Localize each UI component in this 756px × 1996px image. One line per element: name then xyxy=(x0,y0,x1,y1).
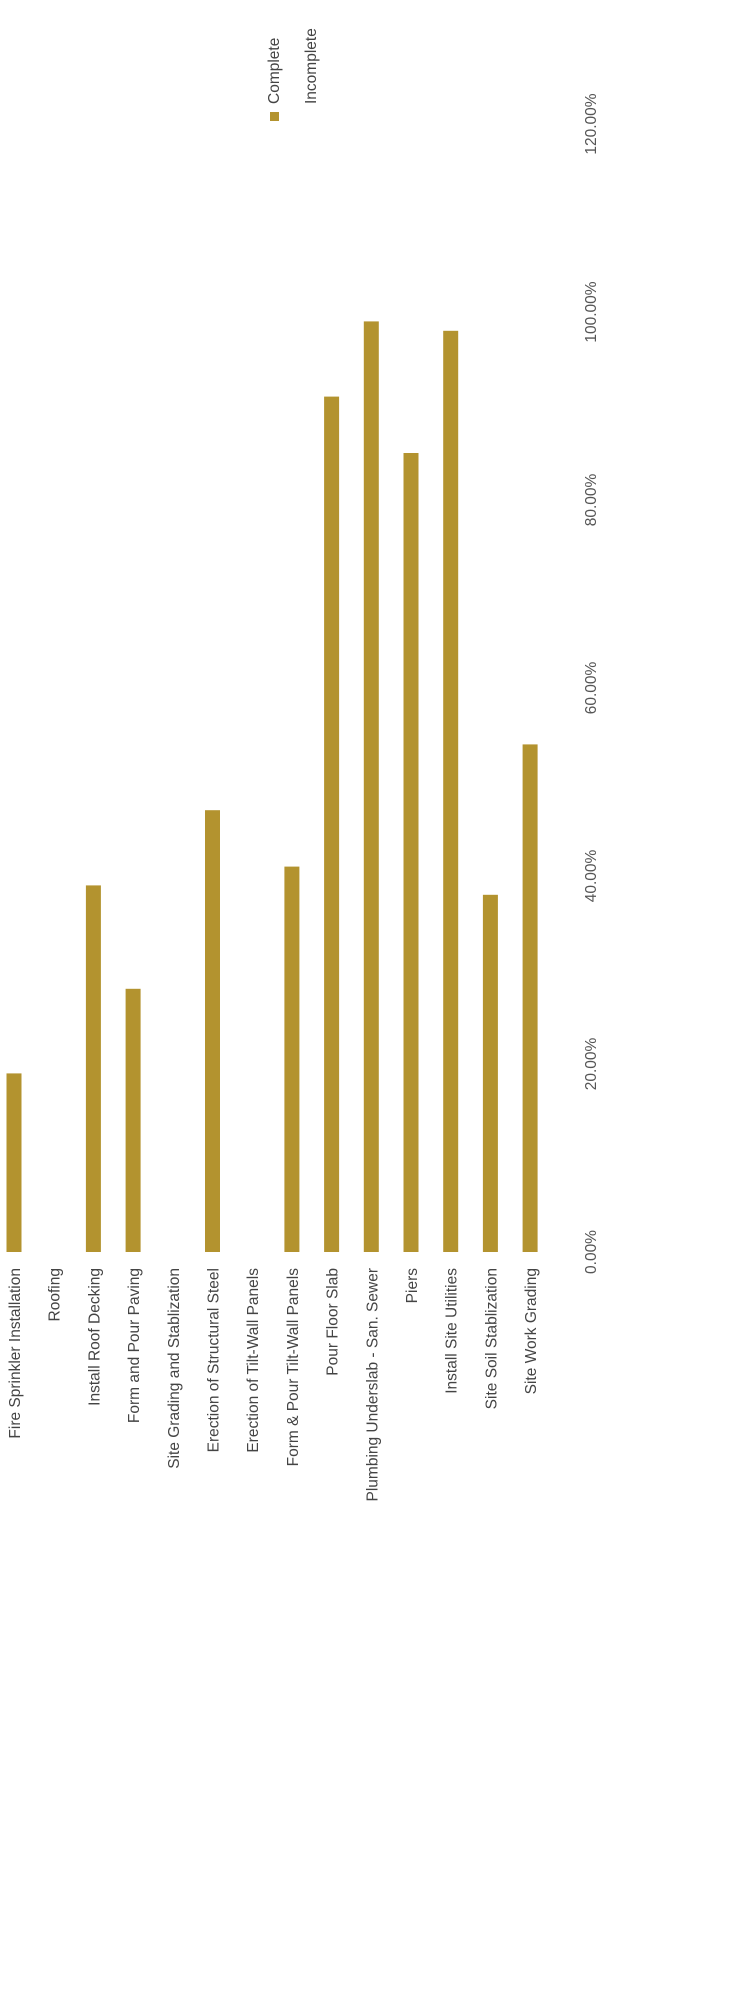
bar-14 xyxy=(522,744,538,1252)
bar-1 xyxy=(6,1073,22,1252)
bar-8 xyxy=(284,866,300,1252)
bar-4 xyxy=(125,988,141,1252)
tick-label: 120.00% xyxy=(583,93,600,154)
tick-label: 0.00% xyxy=(583,1230,600,1274)
category-label: Roofing xyxy=(47,1268,64,1321)
tick-label: 100.00% xyxy=(583,281,600,342)
tick-label: 20.00% xyxy=(583,1038,600,1091)
category-label: Fire Sprinkler Installation xyxy=(7,1268,24,1439)
bar-3 xyxy=(85,885,101,1252)
bar-9 xyxy=(324,396,340,1253)
category-label: Piers xyxy=(404,1268,421,1304)
category-label: Erection of Structural Steel xyxy=(206,1268,223,1452)
category-label: Site Soil Stablization xyxy=(483,1268,500,1409)
legend-label-1: Complete xyxy=(266,38,283,104)
bar-12 xyxy=(443,330,459,1252)
category-label: Site Work Grading xyxy=(523,1268,540,1394)
category-label: Form and Pour Paving xyxy=(126,1268,143,1423)
legend-label-2: Incomplete xyxy=(303,28,320,104)
category-label: Install Roof Decking xyxy=(86,1268,103,1406)
category-label: Plumbing Underslab - San. Sewer xyxy=(364,1268,381,1501)
bar-6 xyxy=(205,810,220,1252)
tick-label: 60.00% xyxy=(583,662,600,715)
category-label: Erection of Tilt-Wall Panels xyxy=(245,1268,262,1453)
bar-11 xyxy=(403,453,419,1252)
tick-label: 40.00% xyxy=(583,850,600,903)
legend-swatch-1 xyxy=(270,112,279,121)
bar-10 xyxy=(363,321,379,1252)
category-label: Form & Pour Tilt-Wall Panels xyxy=(285,1268,302,1467)
category-label: Pour Floor Slab xyxy=(325,1268,342,1376)
bar-13 xyxy=(482,894,498,1252)
tick-label: 80.00% xyxy=(583,474,600,527)
category-label: Site Grading and Stablization xyxy=(166,1268,183,1469)
category-label: Install Site Utilities xyxy=(444,1268,461,1394)
